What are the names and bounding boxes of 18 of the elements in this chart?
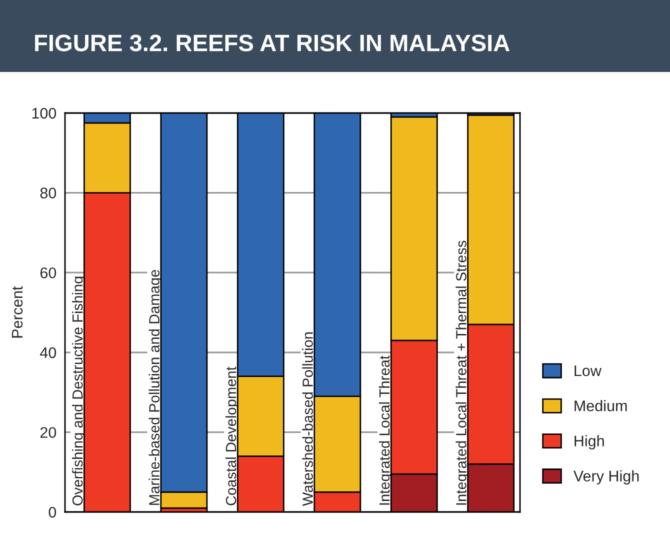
legend-label: Very High (573, 470, 639, 484)
y-tick-label: 20 (40, 427, 56, 438)
x-tick-label: Overfishing and Destructive Fishing (72, 276, 86, 506)
legend-label: High (574, 435, 604, 450)
y-tick-label: 60 (40, 267, 56, 278)
x-tick-label: Integrated Local Threat (378, 356, 393, 505)
x-tick-label: Marine-based Pollution and Damage (148, 270, 162, 505)
y-tick-label: 40 (40, 347, 56, 358)
y-tick-label: 100 (32, 108, 56, 119)
legend-label: Medium (574, 400, 627, 412)
x-tick-label: Integrated Local Threat + Thermal Stress (456, 240, 470, 505)
y-tick-label: 80 (40, 188, 56, 198)
legend-label: Low (574, 366, 602, 376)
y-tick-label: 0 (48, 506, 56, 518)
x-tick-label: Coastal Development (225, 366, 240, 506)
chart-title: FIGURE 3.2. REEFS AT RISK IN MALAYSIA (35, 34, 510, 52)
x-tick-label: Watershed-based Pollution (302, 332, 313, 506)
y-axis-title: Percent (12, 286, 23, 338)
